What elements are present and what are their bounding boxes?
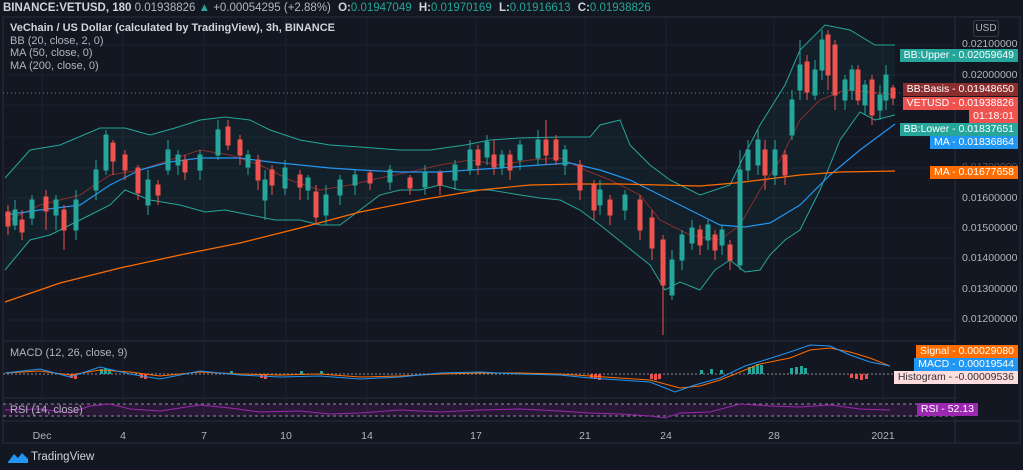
last-price: 0.01938826 (134, 2, 196, 14)
close-value: 0.01938826 (589, 2, 651, 14)
time-tick: Dec (32, 430, 52, 442)
bar-countdown-label: 01:18:01 (969, 110, 1018, 123)
price-tick: 0.01600000 (962, 192, 1018, 204)
legend-title: VeChain / US Dollar (calculated by Tradi… (10, 22, 335, 34)
symbol-name[interactable]: BINANCE:VETUSD, 180 (3, 2, 132, 14)
macd-value-label: MACD - 0.00019544 (914, 358, 1018, 371)
open-label: O: (338, 2, 351, 14)
ma200-label: MA - 0.01677658 (930, 166, 1018, 179)
time-tick: 24 (660, 430, 672, 442)
low-value: 0.01916613 (509, 2, 571, 14)
open-value: 0.01947049 (350, 2, 412, 14)
symbol-info-bar: BINANCE:VETUSD, 180 0.01938826 ▲ +0.0005… (0, 0, 1023, 17)
price-tick: 0.02100000 (962, 38, 1018, 50)
up-arrow-icon: ▲ (198, 2, 211, 14)
price-tick: 0.02000000 (962, 69, 1018, 81)
vetusd-price-label: VETUSD - 0.01938826 (902, 97, 1018, 110)
macd-signal-label: Signal - 0.00029080 (916, 345, 1018, 358)
macd-histogram-label: Histogram - -0.00009536 (893, 371, 1018, 384)
time-tick: 28 (768, 430, 780, 442)
price-tick: 0.01300000 (962, 283, 1018, 295)
time-tick: 2021 (871, 430, 895, 442)
rsi-title[interactable]: RSI (14, close) (10, 404, 83, 416)
time-tick: 10 (280, 430, 292, 442)
tradingview-logo-icon (8, 453, 28, 463)
time-tick: 4 (120, 430, 126, 442)
bb-upper-label: BB:Upper - 0.02059649 (899, 49, 1018, 62)
time-tick: 7 (201, 430, 207, 442)
rsi-value-label: RSI - 52.13 (916, 403, 978, 416)
price-tick: 0.01400000 (962, 252, 1018, 264)
price-tick: 0.01500000 (962, 222, 1018, 234)
legend-ma50[interactable]: MA (50, close, 0) (10, 47, 93, 59)
high-label: H: (418, 2, 431, 14)
bb-basis-label: BB:Basis - 0.01948650 (902, 83, 1018, 96)
price-tick: 0.01200000 (962, 313, 1018, 325)
high-value: 0.01970169 (430, 2, 492, 14)
currency-button[interactable]: USD (973, 20, 999, 37)
chart-legend: VeChain / US Dollar (calculated by Tradi… (10, 22, 335, 72)
low-label: L: (498, 2, 510, 14)
close-label: C: (577, 2, 590, 14)
brand-name: TradingView (31, 451, 95, 463)
time-tick: 14 (361, 430, 373, 442)
time-tick: 21 (579, 430, 591, 442)
legend-bb[interactable]: BB (20, close, 2, 0) (10, 34, 104, 47)
tradingview-branding[interactable]: TradingView (8, 451, 94, 463)
bb-lower-label: BB:Lower - 0.01837651 (899, 123, 1018, 136)
ma50-label: MA - 0.01836864 (930, 136, 1018, 149)
time-tick: 17 (470, 430, 482, 442)
macd-title[interactable]: MACD (12, 26, close, 9) (10, 347, 128, 359)
legend-ma200[interactable]: MA (200, close, 0) (10, 59, 99, 72)
price-change: +0.00054295 (+2.88%) (213, 2, 331, 14)
